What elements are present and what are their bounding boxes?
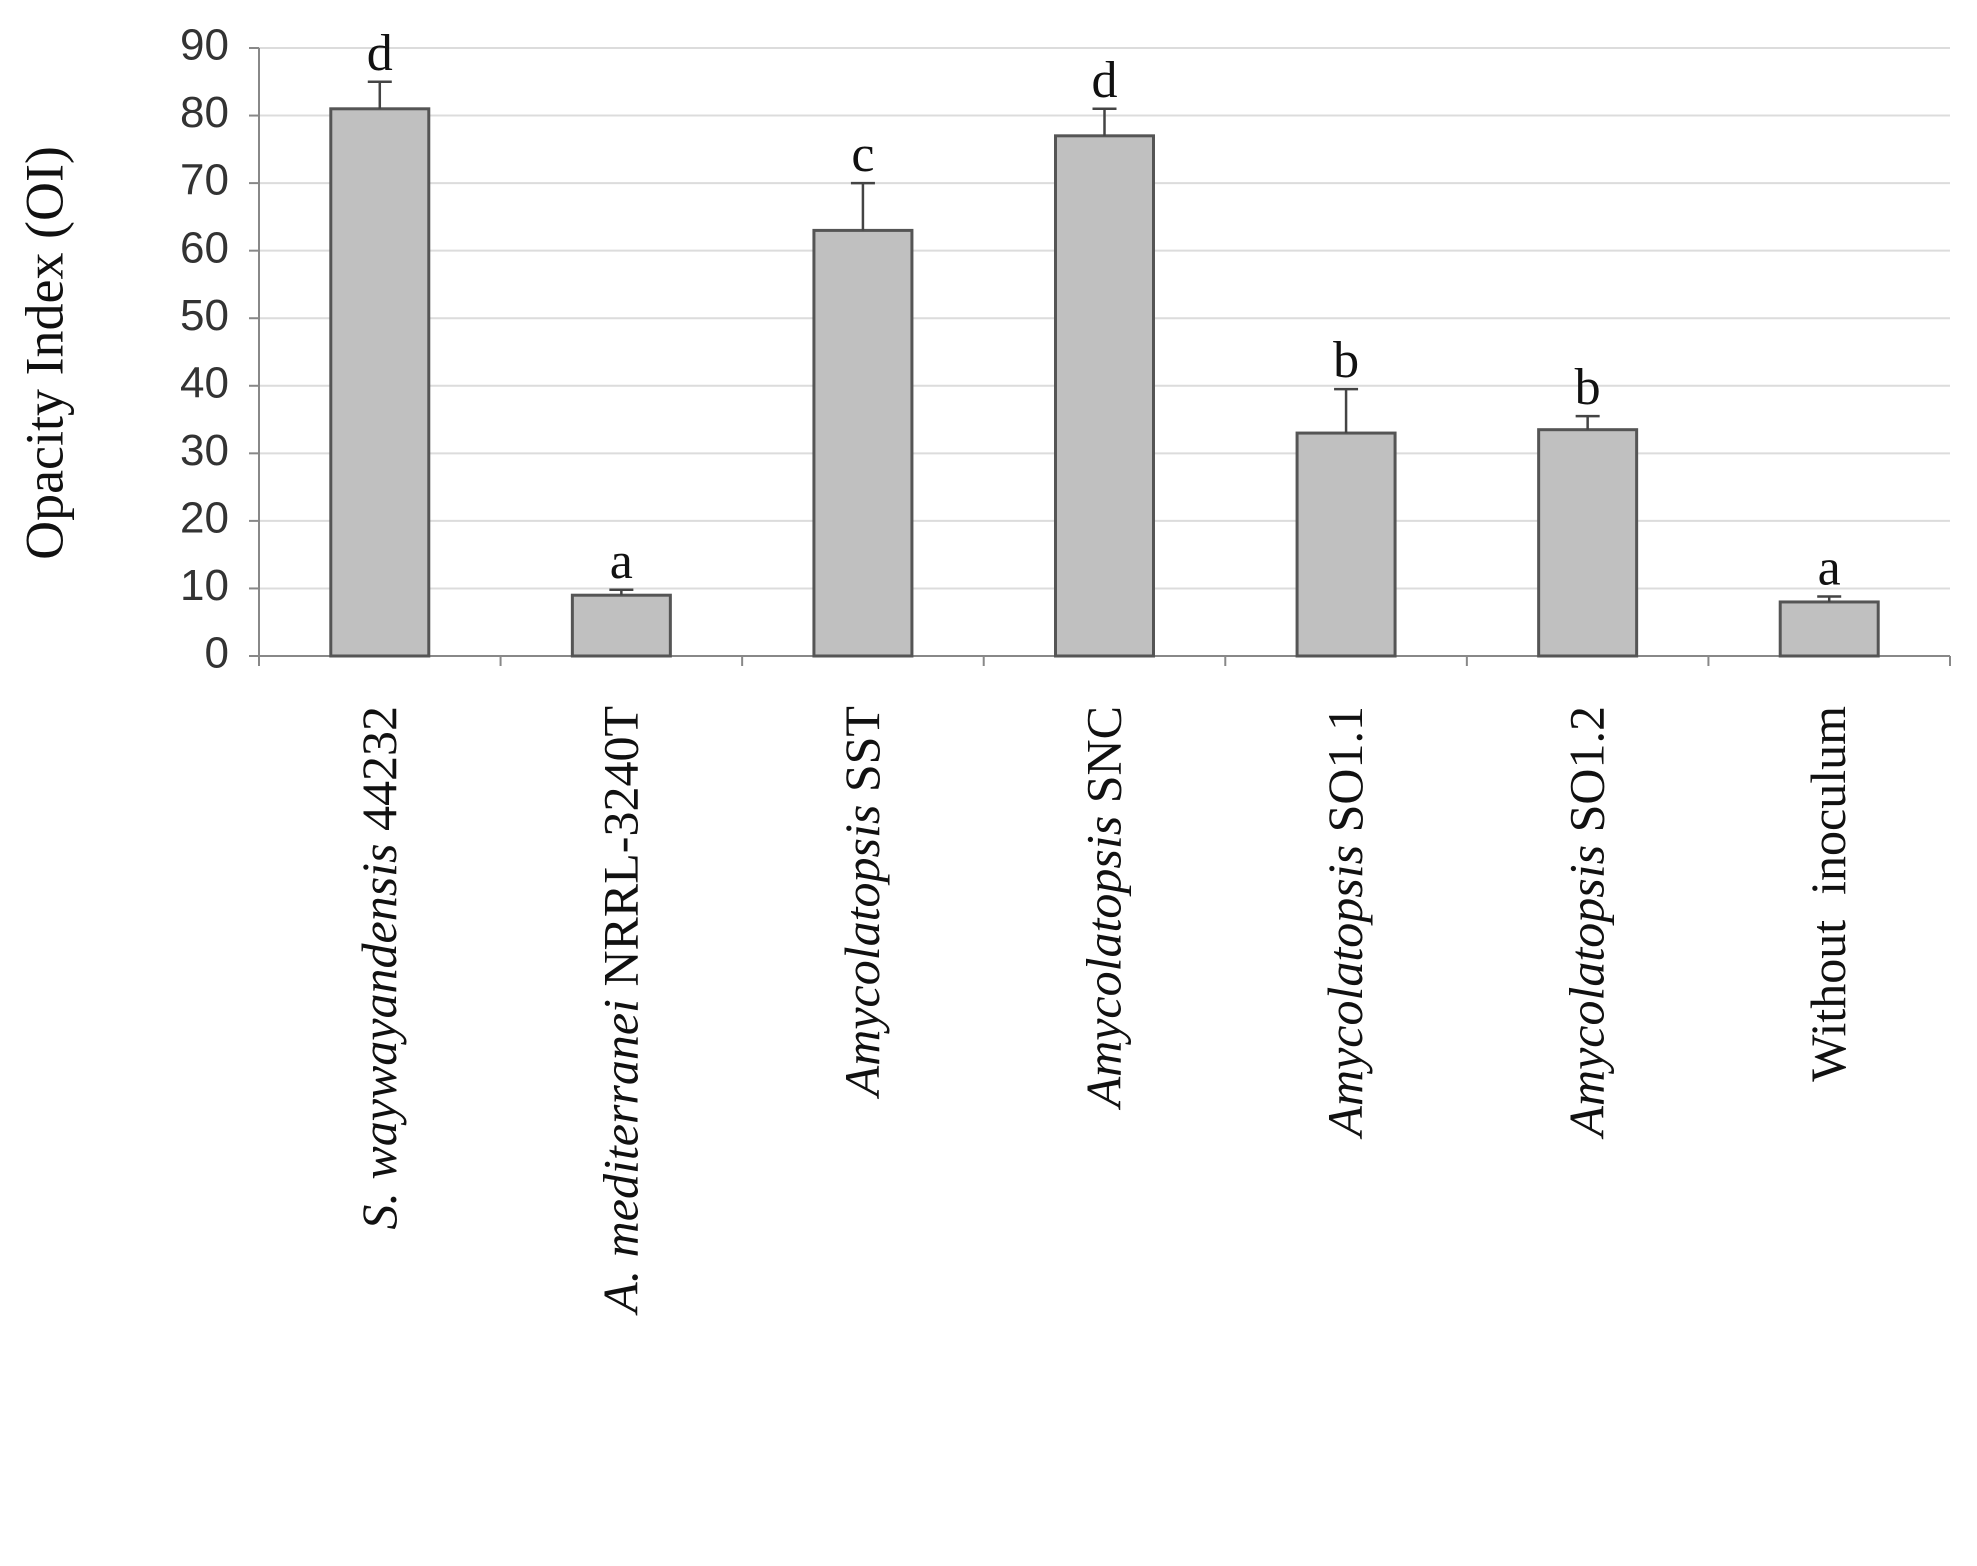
x-tick-label-part: S. waywayandensis: [351, 831, 407, 1230]
x-tick-label: S. waywayandensis 44232: [351, 706, 407, 1230]
significance-letter: b: [1575, 359, 1601, 416]
x-tick-label-part: A. mediterranei: [592, 987, 648, 1316]
bar: [1054, 134, 1155, 658]
error-bar: [1575, 414, 1600, 430]
bar: [570, 593, 672, 658]
y-tick-label: 70: [180, 156, 229, 205]
x-tick-label-part: 44232: [351, 706, 407, 831]
significance-letter: d: [367, 25, 393, 82]
error-bar: [850, 181, 875, 231]
x-tick-label: Without inoculum: [1800, 706, 1856, 1082]
significance-letter: a: [610, 533, 633, 590]
bar: [329, 107, 431, 658]
x-tick-label-part: Amycolatopsis: [834, 792, 890, 1099]
significance-letter: b: [1333, 332, 1359, 389]
x-tick-label-part: Amycolatopsis: [1076, 803, 1132, 1110]
x-tick-label: Amycolatopsis SST: [834, 706, 890, 1099]
error-bar: [1092, 107, 1117, 136]
y-tick-label: 60: [180, 223, 229, 272]
error-bar: [1334, 387, 1359, 434]
y-tick-label: 50: [180, 291, 229, 340]
error-bar: [609, 588, 634, 596]
bar: [1537, 428, 1639, 658]
x-tick-label: Amycolatopsis SO1.2: [1559, 706, 1615, 1140]
error-bar: [1817, 595, 1842, 602]
significance-letter: a: [1818, 540, 1841, 597]
y-tick-label: 80: [180, 88, 229, 137]
x-tick-label: A. mediterranei NRRL-3240T: [592, 706, 648, 1316]
y-tick-label: 90: [180, 21, 229, 70]
error-bar: [367, 80, 392, 109]
x-tick-label-part: SO1.1: [1317, 706, 1373, 832]
y-tick-label: 30: [180, 426, 229, 475]
x-tick-label: Amycolatopsis SO1.1: [1317, 706, 1373, 1140]
y-tick-label: 20: [180, 494, 229, 543]
x-tick-label-part: SO1.2: [1559, 706, 1615, 832]
y-axis-title: Opacity Index (OI): [14, 146, 74, 560]
bar: [1778, 600, 1880, 658]
significance-letter: c: [851, 126, 874, 183]
y-tick-label: 0: [205, 629, 229, 678]
y-tick-label: 40: [180, 358, 229, 407]
x-tick-label: Amycolatopsis SNC: [1076, 706, 1132, 1110]
x-tick-label-part: SNC: [1076, 706, 1132, 803]
significance-letter: d: [1092, 52, 1118, 109]
x-tick-label-part: SST: [834, 706, 890, 792]
bar: [1295, 431, 1397, 658]
x-tick-label-part: Amycolatopsis: [1559, 832, 1615, 1139]
x-tick-label-part: Amycolatopsis: [1317, 832, 1373, 1139]
bar: [812, 228, 914, 658]
x-tick-label-part: Without inoculum: [1800, 706, 1856, 1082]
x-tick-label-part: NRRL-3240T: [592, 706, 648, 987]
y-tick-label: 10: [180, 561, 229, 610]
